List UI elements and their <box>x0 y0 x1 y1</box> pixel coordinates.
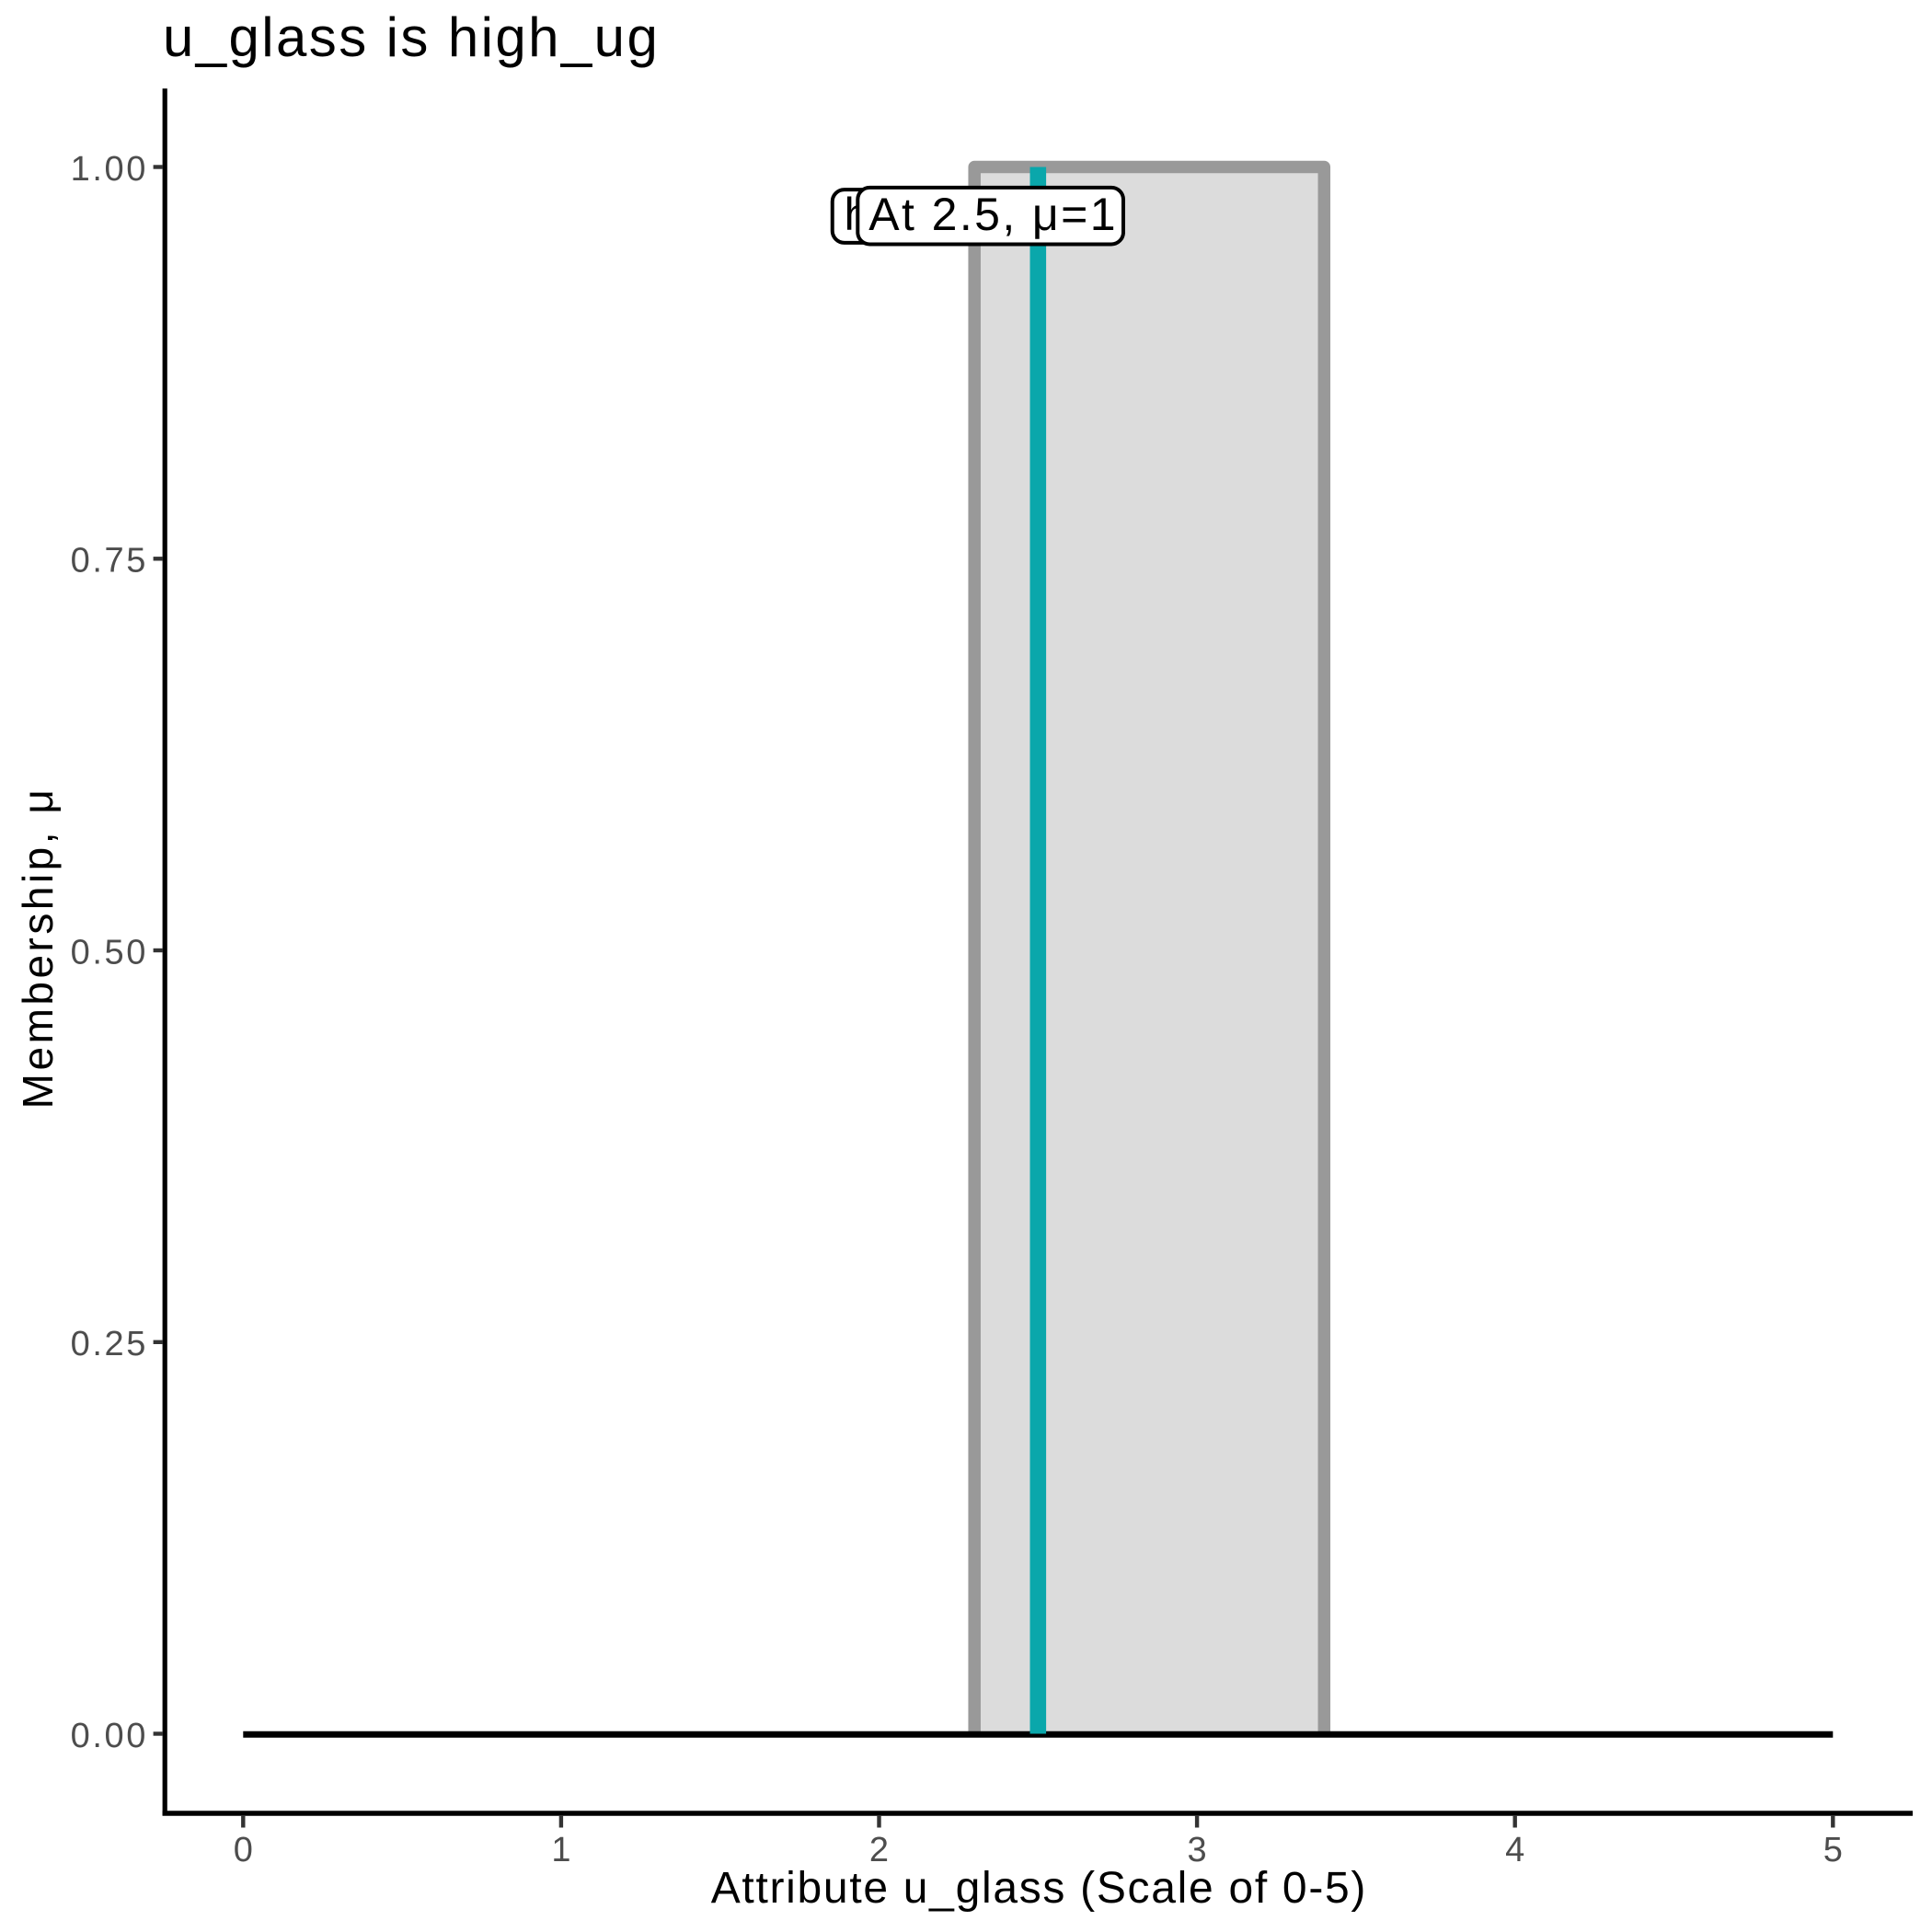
svg-text:2: 2 <box>869 1831 889 1869</box>
svg-text:5: 5 <box>1823 1831 1843 1869</box>
svg-text:1.00: 1.00 <box>71 150 148 189</box>
svg-text:At 2.5, μ=1: At 2.5, μ=1 <box>868 189 1118 240</box>
svg-text:0.75: 0.75 <box>71 542 148 581</box>
svg-text:4: 4 <box>1505 1831 1524 1869</box>
svg-text:u_glass is high_ug: u_glass is high_ug <box>163 6 660 68</box>
svg-text:Attribute u_glass (Scale of 0-: Attribute u_glass (Scale of 0-5) <box>711 1864 1367 1913</box>
svg-text:Membership, μ: Membership, μ <box>14 787 62 1110</box>
svg-text:0.25: 0.25 <box>71 1325 148 1363</box>
svg-text:3: 3 <box>1188 1831 1207 1869</box>
svg-text:1: 1 <box>551 1831 570 1869</box>
svg-text:0: 0 <box>234 1831 253 1869</box>
svg-text:0.50: 0.50 <box>71 933 148 972</box>
svg-text:0.00: 0.00 <box>71 1717 148 1755</box>
